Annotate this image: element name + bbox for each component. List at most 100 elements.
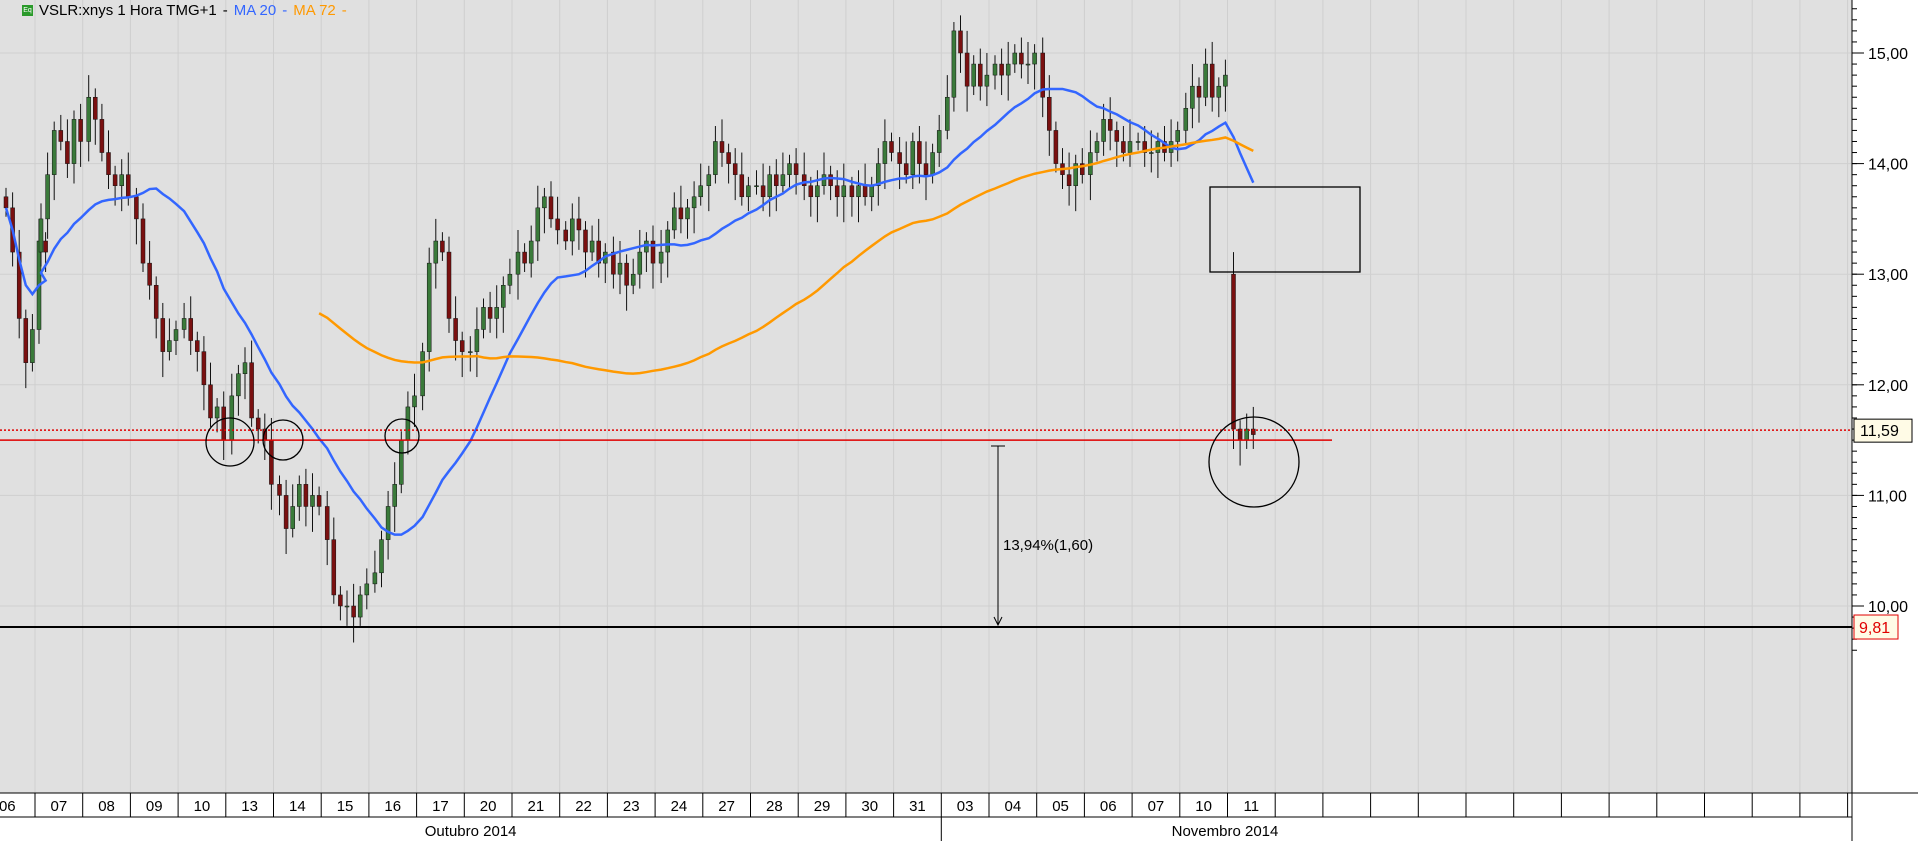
date-label: 13 [241,798,258,815]
candle-up [426,262,432,352]
candle-down [999,63,1004,76]
date-label: 10 [194,798,211,815]
candle-up [30,329,35,363]
date-label: 31 [909,798,926,815]
dropdown-icon[interactable]: - [282,2,288,19]
candle-up [780,174,786,186]
date-label: 23 [623,798,640,815]
candle-up [951,30,957,98]
date-label: 24 [671,798,688,815]
y-tick-label: 14,00 [1868,157,1908,174]
candle-up [1223,74,1228,87]
candle-up [214,406,220,419]
candle-up [474,329,480,352]
candle-down [78,119,83,142]
candle-up [1216,85,1222,98]
candle-down [1080,163,1085,175]
date-label: 29 [814,798,831,815]
candle-up [1101,119,1106,142]
candle-up [1183,108,1189,131]
candle-up [481,307,486,330]
candle-down [43,240,48,253]
candle-up [372,572,378,585]
annotation-circle [205,417,255,467]
dropdown-icon[interactable]: - [222,2,228,19]
candle-down [65,141,70,164]
dropdown-icon[interactable]: - [341,2,347,19]
candle-up [297,484,302,507]
ma20-label[interactable]: MA 20 [233,2,277,19]
candle-up [357,594,363,618]
date-label: 06 [1100,798,1117,815]
candle-up [1094,141,1100,153]
candle-up [528,240,534,264]
candle-up [936,130,942,153]
candle-down [923,163,929,175]
candle-down [739,174,745,198]
candle-up [494,307,499,319]
candle-up [992,63,998,76]
symbol-title[interactable]: VSLR:xnys 1 Hora TMG+1 [39,2,217,19]
candle-down [3,196,9,209]
candle-down [160,318,166,352]
date-label: 09 [146,798,163,815]
candle-down [1142,141,1147,153]
ma72-line [318,136,1254,375]
candle-down [1107,119,1113,131]
candle-down [453,318,458,341]
ma72-label[interactable]: MA 72 [293,2,336,19]
candle-down [889,141,894,153]
candle-down [793,163,799,175]
candle-down [1047,96,1052,131]
candle-down [903,163,909,175]
candle-up [310,495,315,507]
candle-down [978,63,983,87]
date-label: 21 [528,798,545,815]
y-tick-label: 10,00 [1868,599,1908,616]
candle-down [106,152,111,175]
y-tick-label: 13,00 [1868,267,1908,284]
candle-down [1066,174,1072,186]
candle-down [269,439,274,485]
candle-up [1149,152,1154,154]
candle-down [563,229,568,242]
month-label: Novembro 2014 [1172,823,1279,840]
candle-up [236,373,241,397]
candle-up [1005,63,1011,76]
candle-down [188,318,193,341]
candle-down [548,196,554,220]
candle-up [420,351,425,397]
annotation-box [1209,186,1361,273]
date-label: 08 [98,798,115,815]
candle-down [208,384,213,419]
candle-down [112,174,118,186]
candle-up [713,141,718,175]
candle-down [283,495,289,529]
annotation-circle [262,419,304,461]
candle-down [624,262,629,286]
candle-up [672,207,677,231]
candle-up [1127,141,1133,153]
candle-down [611,251,616,275]
y-tick-label: 12,00 [1868,378,1908,395]
candle-up [570,218,575,242]
candle-up [1190,85,1195,109]
candle-up [691,196,697,209]
candle-up [71,119,77,164]
candle-up [433,240,439,264]
candle-down [897,152,902,164]
candle-down [126,174,131,198]
candle-down [801,174,807,186]
candle-up [869,185,874,198]
date-label: 14 [289,798,306,815]
candle-down [576,218,582,231]
candle-down [583,229,588,253]
candle-down [650,240,656,264]
date-label: 27 [718,798,735,815]
candle-up [38,218,44,253]
candle-down [726,152,731,164]
candle-down [596,240,601,264]
candle-up [665,229,670,253]
candle-up [1203,63,1208,98]
